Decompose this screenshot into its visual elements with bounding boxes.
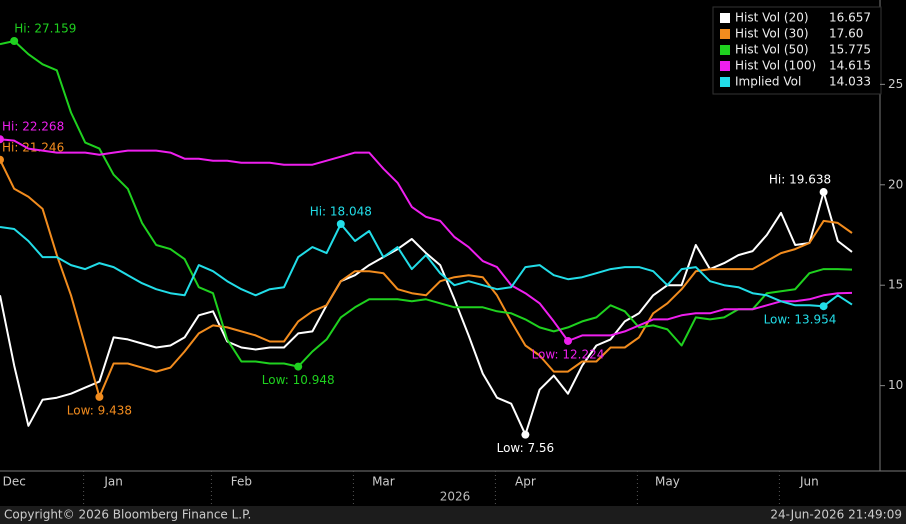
legend-value: 16.657 <box>829 11 871 25</box>
legend-value: 14.615 <box>829 59 871 73</box>
x-tick-label: Dec <box>3 475 26 489</box>
extreme-point <box>521 430 530 439</box>
legend-value: 14.033 <box>829 75 871 89</box>
legend <box>712 6 882 95</box>
x-tick-label: Feb <box>231 475 252 489</box>
series-line <box>0 138 853 342</box>
x-tick-label: Jun <box>799 475 819 489</box>
legend-label: Hist Vol (30) <box>735 27 809 41</box>
legend-value: 15.775 <box>829 43 871 57</box>
x-tick-label: May <box>655 475 680 489</box>
extreme-point <box>564 336 572 345</box>
extreme-label: Low: 10.948 <box>262 373 335 387</box>
series-line <box>0 223 853 308</box>
legend-swatch <box>720 61 730 71</box>
x-tick-label: Mar <box>372 475 395 489</box>
extreme-label: Hi: 19.638 <box>769 173 831 187</box>
series-line <box>0 40 853 368</box>
extreme-point <box>10 36 19 45</box>
extreme-point <box>0 135 4 144</box>
series-line <box>0 159 853 398</box>
extreme-point <box>819 188 828 197</box>
legend-swatch <box>720 29 730 39</box>
extreme-point <box>95 392 104 401</box>
x-tick-label: Apr <box>515 475 536 489</box>
copyright: Copyright© 2026 Bloomberg Finance L.P. <box>4 508 251 522</box>
y-tick-label: 20 <box>888 177 903 191</box>
extreme-label: Hi: 18.048 <box>310 204 372 218</box>
legend-label: Hist Vol (50) <box>735 43 809 57</box>
extreme-label: Low: 13.954 <box>764 313 837 327</box>
legend-label: Implied Vol <box>735 75 801 89</box>
extreme-point <box>294 362 303 371</box>
footer-bar <box>0 506 906 524</box>
extreme-point <box>0 155 4 164</box>
x-tick-label: Jan <box>103 475 123 489</box>
legend-swatch <box>720 45 730 55</box>
extreme-point <box>336 219 345 228</box>
extreme-label: Low: 7.56 <box>497 441 555 455</box>
legend-label: Hist Vol (100) <box>735 59 816 73</box>
timestamp: 24-Jun-2026 21:49:09 <box>770 508 902 522</box>
extreme-label: Hi: 22.268 <box>2 120 64 134</box>
y-tick-label: 15 <box>888 278 903 292</box>
extreme-point <box>819 302 828 311</box>
legend-value: 17.60 <box>829 27 863 41</box>
extreme-label: Hi: 27.159 <box>14 21 76 35</box>
y-tick-label: 25 <box>888 77 903 91</box>
extreme-label: Low: 9.438 <box>67 403 132 417</box>
legend-swatch <box>720 13 730 23</box>
x-axis-year: 2026 <box>440 490 471 504</box>
extreme-label: Low: 12.224 <box>532 347 605 361</box>
y-tick-label: 10 <box>888 378 903 392</box>
legend-label: Hist Vol (20) <box>735 11 809 25</box>
legend-swatch <box>720 77 730 87</box>
